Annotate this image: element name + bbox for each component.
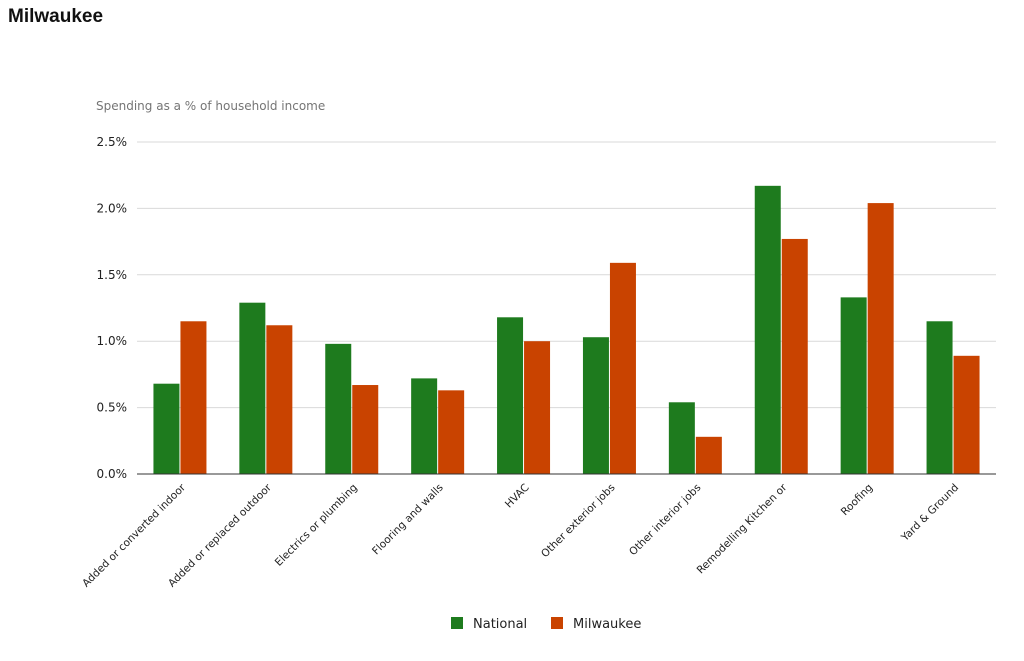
bar-milwaukee[interactable] [266,325,293,474]
bar-milwaukee[interactable] [180,321,207,474]
gridlines [137,141,996,409]
legend-item-national[interactable]: National [451,617,527,632]
x-category-label: Other interior jobs [627,482,703,558]
x-category-label: Other exterior jobs [539,482,617,560]
bar-milwaukee[interactable] [695,436,722,474]
page-title: Milwaukee [8,6,104,27]
bar-milwaukee[interactable] [867,203,894,474]
x-category-label: Flooring and walls [370,482,446,558]
x-category-label: Electrics or plumbing [273,482,360,569]
bar-milwaukee[interactable] [438,390,465,474]
y-tick-label: 1.5% [97,268,128,282]
legend-label: Milwaukee [573,617,641,632]
legend-item-milwaukee[interactable]: Milwaukee [551,617,641,632]
bar-national[interactable] [840,297,867,474]
bar-milwaukee[interactable] [953,355,980,474]
x-category-label: HVAC [503,482,532,511]
y-axis-title: Spending as a % of household income [96,99,325,113]
y-tick-label: 1.0% [97,334,128,348]
bar-national[interactable] [754,185,781,474]
x-category-label: Roofing [839,482,875,518]
y-tick-label: 0.5% [97,401,128,415]
y-tick-label: 2.0% [97,201,128,215]
bar-milwaukee[interactable] [524,341,551,474]
bar-national[interactable] [411,378,438,474]
x-category-label: Yard & Ground [898,482,961,545]
bar-milwaukee[interactable] [352,385,379,474]
bar-national[interactable] [239,302,266,474]
bar-national[interactable] [497,317,524,474]
bar-national[interactable] [582,337,609,474]
bar-national[interactable] [926,321,953,474]
bar-national[interactable] [325,343,352,474]
bar-national[interactable] [153,383,180,474]
x-category-label: Added or converted indoor [80,481,188,589]
y-tick-label: 0.0% [97,467,128,481]
y-axis-ticks: 0.0% 0.5% 1.0% 1.5% 2.0% 2.5% [97,135,128,481]
legend-swatch [551,617,563,629]
legend-swatch [451,617,463,629]
bars [153,185,980,474]
bar-national[interactable] [668,402,695,474]
y-tick-label: 2.5% [97,135,128,149]
bar-milwaukee[interactable] [609,262,636,474]
legend-label: National [473,617,527,632]
x-category-label: Added or replaced outdoor [166,481,274,589]
x-category-label: Remodelling Kitchen or [695,481,790,576]
legend[interactable]: National Milwaukee [451,617,641,632]
bar-milwaukee[interactable] [781,238,808,474]
